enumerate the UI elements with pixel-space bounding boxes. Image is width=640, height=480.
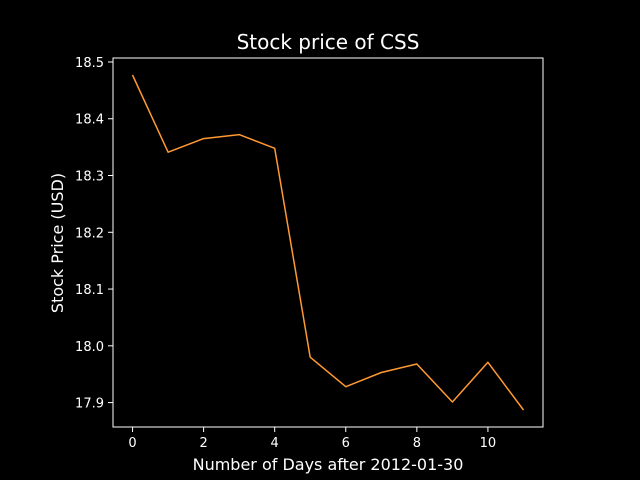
x-tick-label: 0 (128, 436, 136, 451)
y-tick-label: 18.4 (75, 113, 104, 128)
y-tick-label: 18.3 (75, 170, 104, 185)
y-tick-label: 18.0 (75, 340, 104, 355)
series-line (131, 74, 525, 411)
y-tick-label: 17.9 (75, 397, 104, 412)
x-tick-label: 6 (342, 436, 350, 451)
chart-title: Stock price of CSS (237, 30, 420, 54)
x-tick-label: 2 (199, 436, 207, 451)
x-tick-label: 8 (413, 436, 421, 451)
y-tick-label: 18.5 (75, 56, 104, 71)
x-tick-label: 4 (271, 436, 279, 451)
y-axis-title: Stock Price (USD) (48, 173, 67, 313)
x-axis-title: Number of Days after 2012-01-30 (193, 455, 464, 474)
y-tick-label: 18.1 (75, 283, 104, 298)
plot-area: 0 2 4 6 8 10 17.9 18.0 18.1 18.2 18.3 18.4 18.5 (75, 56, 544, 451)
y-tick-label: 18.2 (75, 226, 104, 241)
axes-frame (112, 57, 544, 428)
x-tick-label: 10 (480, 436, 497, 451)
